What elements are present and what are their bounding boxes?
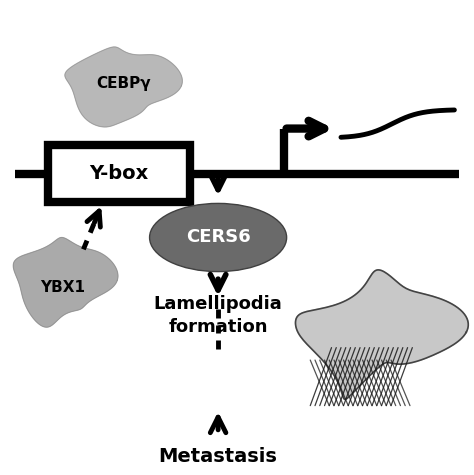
Text: Y-box: Y-box	[89, 164, 148, 183]
Polygon shape	[65, 47, 182, 127]
Text: CEBPγ: CEBPγ	[96, 76, 151, 91]
Ellipse shape	[150, 203, 287, 272]
Text: Metastasis: Metastasis	[159, 447, 278, 466]
FancyBboxPatch shape	[48, 145, 190, 202]
Text: CERS6: CERS6	[186, 228, 250, 247]
Text: Lamellipodia
formation: Lamellipodia formation	[154, 295, 283, 336]
Polygon shape	[295, 270, 468, 399]
Polygon shape	[13, 238, 118, 327]
Text: YBX1: YBX1	[40, 280, 85, 294]
